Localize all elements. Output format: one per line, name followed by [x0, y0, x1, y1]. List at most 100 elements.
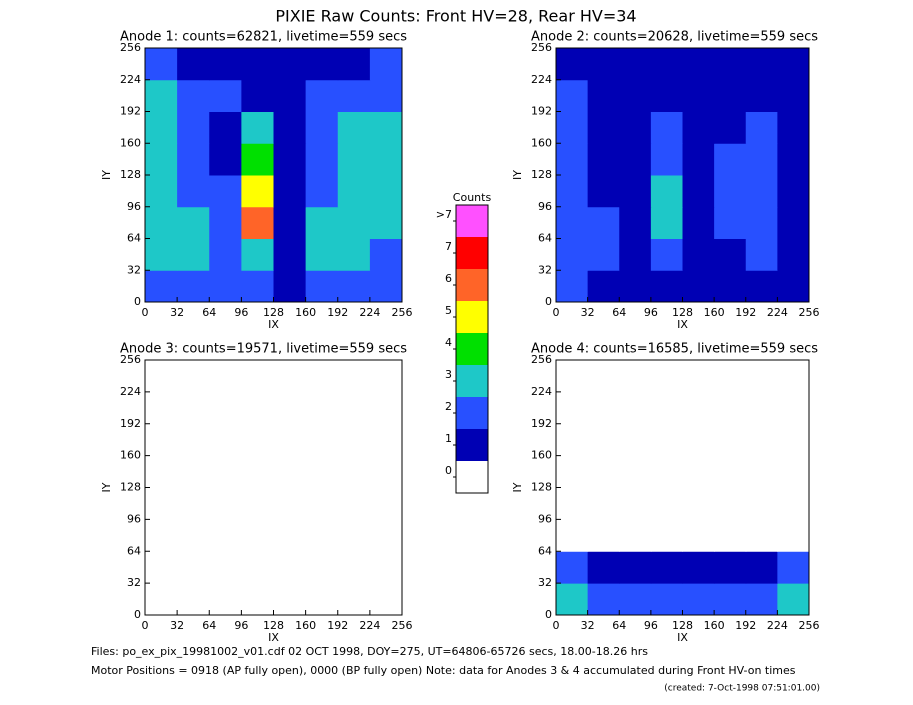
heat-cell [745, 143, 778, 176]
heat-cell [145, 391, 178, 425]
heat-cell [587, 79, 620, 112]
y-tick-label: 192 [120, 105, 141, 118]
heat-cell [177, 455, 210, 488]
colorbar-box [456, 461, 488, 493]
heat-cell [209, 423, 242, 457]
heat-cell [650, 48, 683, 81]
x-tick-label: 256 [392, 619, 413, 632]
heat-cell [556, 111, 589, 144]
y-tick-label: 224 [120, 73, 141, 86]
heat-cell [145, 206, 178, 239]
heat-cell [714, 455, 747, 488]
y-axis-label: IY [511, 482, 524, 492]
y-tick-label: 224 [531, 73, 552, 86]
heat-cell [777, 455, 810, 488]
heat-cell [556, 48, 589, 81]
heat-cell [305, 360, 339, 393]
heat-cell [273, 551, 307, 584]
colorbar-tick-label: 0 [445, 464, 452, 477]
heat-cell [777, 583, 810, 616]
y-tick-label: 192 [120, 417, 141, 430]
heat-cell [305, 423, 339, 457]
x-tick-label: 0 [553, 306, 560, 319]
heat-cell [682, 423, 715, 457]
heat-cell [209, 360, 242, 393]
x-tick-label: 192 [735, 619, 756, 632]
heat-cell [682, 487, 715, 520]
heat-cell [556, 455, 589, 488]
heat-cell [650, 360, 683, 393]
heat-cell [587, 206, 620, 239]
heat-cell [556, 206, 589, 239]
heat-cell [305, 455, 339, 488]
colorbar-tick-label: 6 [445, 272, 452, 285]
x-axis-label: IX [677, 631, 688, 644]
heat-cell [177, 391, 210, 425]
x-tick-label: 96 [234, 619, 248, 632]
heat-cell [241, 175, 274, 208]
heat-cell [145, 270, 178, 303]
heat-cell [369, 175, 403, 208]
heat-cell [305, 391, 339, 425]
heat-cell [369, 48, 403, 81]
heat-cell [714, 175, 747, 208]
heat-cell [587, 143, 620, 176]
heat-cell [177, 583, 210, 616]
heat-cell [619, 360, 652, 393]
heat-cell [556, 143, 589, 176]
heat-cell [273, 487, 307, 520]
heat-cell [777, 143, 810, 176]
heat-cell [273, 360, 307, 393]
panel-title: Anode 2: counts=20628, livetime=559 secs [531, 30, 818, 45]
heat-cell [369, 111, 403, 144]
heat-cell [209, 487, 242, 520]
heat-cell [556, 79, 589, 112]
heat-cell [369, 583, 403, 616]
colorbar-box [456, 237, 488, 269]
x-tick-label: 256 [799, 306, 820, 319]
heat-cell [745, 238, 778, 271]
y-tick-label: 96 [127, 512, 141, 525]
heat-cell [682, 519, 715, 552]
heat-cell [650, 143, 683, 176]
heat-cell [273, 519, 307, 552]
heat-cell [777, 79, 810, 112]
heat-cell [337, 519, 371, 552]
heat-cell [305, 238, 339, 271]
x-tick-label: 64 [202, 619, 216, 632]
heat-cell [369, 423, 403, 457]
heat-cell [145, 79, 178, 112]
x-tick-label: 224 [767, 306, 788, 319]
heat-cell [650, 551, 683, 584]
heat-cell [650, 111, 683, 144]
heat-cell [209, 583, 242, 616]
heat-cell [305, 206, 339, 239]
heat-cell [745, 111, 778, 144]
heat-cell [305, 48, 339, 81]
heat-cell [587, 551, 620, 584]
x-tick-label: 224 [359, 306, 380, 319]
heat-cell [650, 175, 683, 208]
heat-cell [777, 391, 810, 425]
heat-cell [305, 583, 339, 616]
heat-cell [337, 487, 371, 520]
heat-cell [556, 519, 589, 552]
heat-cell [556, 360, 589, 393]
heat-cell [145, 48, 178, 81]
heat-cell [241, 519, 274, 552]
heat-cell [337, 79, 371, 112]
heat-cell [714, 238, 747, 271]
x-tick-label: 96 [234, 306, 248, 319]
heat-cell [777, 206, 810, 239]
heat-cell [650, 519, 683, 552]
y-tick-label: 96 [538, 512, 552, 525]
heat-cell [337, 206, 371, 239]
heat-cell [682, 206, 715, 239]
heat-cell [145, 519, 178, 552]
heat-cell [745, 519, 778, 552]
heat-cell [714, 391, 747, 425]
heat-cell [337, 551, 371, 584]
heat-cell [337, 391, 371, 425]
heat-cell [241, 79, 274, 112]
heat-cell [241, 487, 274, 520]
